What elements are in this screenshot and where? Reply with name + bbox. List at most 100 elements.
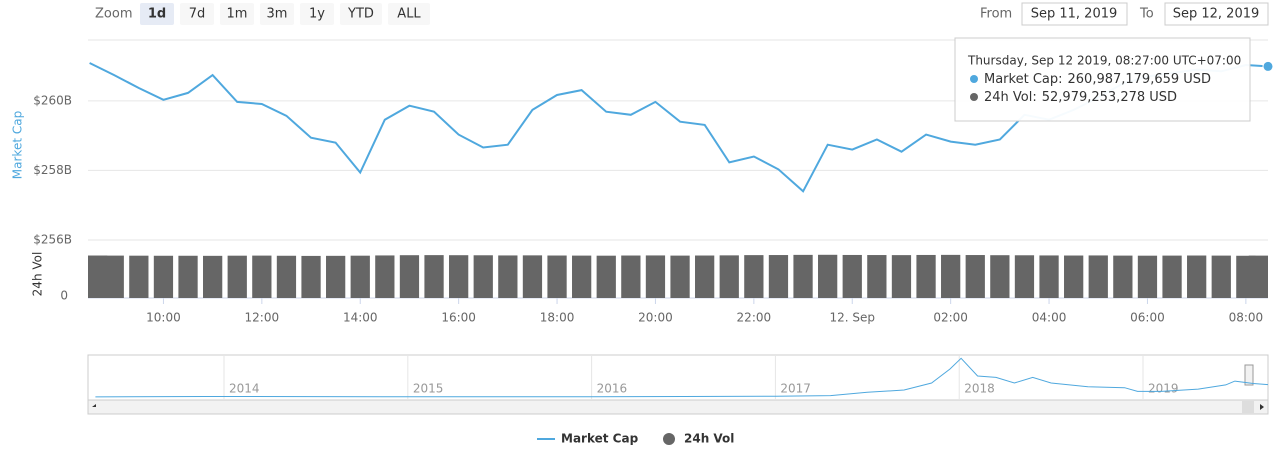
- x-tick-label: 06:00: [1130, 311, 1165, 325]
- volume-bar: [596, 255, 616, 298]
- volume-bar: [572, 255, 592, 298]
- volume-bar: [1014, 255, 1035, 298]
- volume-bar: [990, 255, 1010, 298]
- volume-bar: [793, 254, 813, 298]
- navigator-tick-label: 2017: [780, 382, 811, 396]
- range-button-label: 1y: [309, 7, 325, 22]
- volume-bar: [129, 255, 149, 298]
- volume-bar: [768, 255, 789, 298]
- x-tick-label: 12. Sep: [829, 311, 875, 325]
- tooltip-value: 260,987,179,659 USD: [1068, 72, 1212, 87]
- volume-bar: [326, 255, 346, 298]
- volume-bar: [276, 255, 297, 298]
- volume-bar: [670, 255, 690, 298]
- range-button[interactable]: [260, 3, 294, 25]
- volume-bar: [1211, 255, 1231, 298]
- volume-bar: [1162, 255, 1182, 298]
- range-button[interactable]: [180, 3, 214, 25]
- tooltip-title: Thursday, Sep 12 2019, 08:27:00 UTC+07:0…: [967, 54, 1241, 68]
- volume-bar: [522, 255, 543, 298]
- volume-bar: [473, 255, 493, 298]
- range-button-label: 3m: [267, 7, 288, 22]
- volume-bar: [1113, 255, 1133, 298]
- y-tick-label: $256B: [33, 233, 72, 247]
- navigator-tick-label: 2014: [229, 382, 260, 396]
- hover-marker: [1262, 60, 1274, 72]
- scrollbar[interactable]: [87, 399, 1269, 415]
- volume-bar: [178, 255, 198, 298]
- volume-bar: [645, 255, 666, 298]
- from-value: Sep 11, 2019: [1031, 7, 1118, 22]
- volume-bar: [1248, 255, 1268, 298]
- navigator-tick-label: 2015: [413, 382, 444, 396]
- volume-bar: [88, 255, 108, 298]
- y-tick-label: $258B: [33, 163, 72, 177]
- to-input[interactable]: [1164, 2, 1269, 26]
- range-button[interactable]: [388, 3, 430, 25]
- volume-bar: [252, 255, 272, 298]
- volume-bar: [941, 254, 961, 298]
- x-tick-label: 14:00: [343, 311, 378, 325]
- volume-bar: [891, 255, 912, 298]
- volume-bar: [498, 255, 518, 298]
- volume-bar: [818, 254, 838, 298]
- tooltip-box: [954, 37, 1251, 122]
- volume-bar: [153, 255, 174, 298]
- range-button-label: ALL: [397, 7, 421, 22]
- volume-bar: [449, 255, 469, 298]
- range-button-label: 7d: [189, 7, 206, 22]
- volume-bar: [203, 255, 223, 298]
- volume-bar: [842, 254, 862, 298]
- x-tick-label: 10:00: [146, 311, 181, 325]
- navigator-tick-label: 2018: [964, 382, 995, 396]
- volume-bar: [1064, 255, 1084, 298]
- volume-bar: [1088, 255, 1108, 298]
- y-axis-title: Market Cap: [11, 111, 25, 179]
- from-label: From: [980, 7, 1012, 22]
- range-button[interactable]: [300, 3, 334, 25]
- volume-bar: [1187, 255, 1207, 298]
- navigator-tick-label: 2016: [597, 382, 628, 396]
- range-button[interactable]: [140, 3, 174, 25]
- range-button-label: YTD: [347, 7, 374, 22]
- volume-bar: [547, 255, 567, 298]
- range-button-label: 1d: [148, 7, 166, 22]
- volume-bar: [424, 255, 444, 298]
- x-tick-label: 22:00: [737, 311, 772, 325]
- volume-bar: [399, 255, 420, 298]
- x-tick-label: 20:00: [638, 311, 673, 325]
- x-tick-label: 04:00: [1032, 311, 1067, 325]
- volume-bar: [104, 255, 124, 298]
- volume-bar: [695, 255, 715, 298]
- tooltip-bullet: [970, 93, 978, 101]
- to-label: To: [1139, 7, 1154, 22]
- volume-bar: [1137, 255, 1158, 298]
- legend-label[interactable]: 24h Vol: [684, 432, 734, 446]
- volume-bar: [350, 255, 370, 298]
- to-value: Sep 12, 2019: [1173, 7, 1260, 22]
- navigator-tick-label: 2019: [1148, 382, 1179, 396]
- tooltip-label: 24h Vol:: [984, 90, 1037, 105]
- tooltip-row: Market Cap: 260,987,179,659 USD: [984, 72, 1211, 87]
- y2-tick-label: 0: [60, 289, 68, 303]
- volume-bar: [916, 254, 936, 298]
- scrollbar-thumb[interactable]: [1242, 401, 1254, 413]
- range-button[interactable]: [220, 3, 254, 25]
- navigator-handle[interactable]: [1244, 364, 1254, 386]
- from-input[interactable]: [1021, 2, 1128, 26]
- volume-bar: [301, 255, 321, 298]
- volume-bar: [621, 255, 641, 298]
- volume-bar: [965, 255, 985, 298]
- legend-label[interactable]: Market Cap: [561, 432, 639, 446]
- tooltip-row: 24h Vol: 52,979,253,278 USD: [984, 90, 1177, 105]
- volume-bar: [227, 255, 247, 298]
- x-tick-label: 08:00: [1229, 311, 1264, 325]
- volume-bar: [375, 255, 395, 298]
- tooltip-value: 52,979,253,278 USD: [1042, 90, 1177, 105]
- volume-bar: [744, 255, 764, 298]
- range-button[interactable]: [340, 3, 382, 25]
- zoom-label: Zoom: [95, 7, 132, 22]
- volume-bar: [867, 255, 887, 298]
- x-tick-label: 18:00: [540, 311, 575, 325]
- volume-bar: [1039, 255, 1059, 298]
